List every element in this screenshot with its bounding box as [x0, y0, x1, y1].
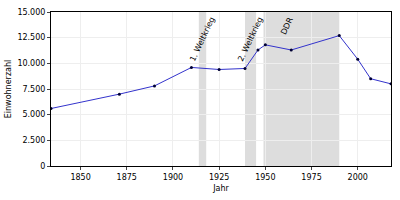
- svg-text:1. Weltkrieg: 1. Weltkrieg: [188, 16, 216, 63]
- svg-text:10.000: 10.000: [17, 59, 45, 68]
- svg-text:DDR: DDR: [279, 16, 295, 36]
- svg-text:2.500: 2.500: [22, 136, 45, 145]
- svg-text:2000: 2000: [348, 173, 368, 182]
- svg-text:1875: 1875: [117, 173, 137, 182]
- svg-text:1900: 1900: [163, 173, 183, 182]
- svg-text:12.500: 12.500: [17, 33, 45, 42]
- svg-text:7.500: 7.500: [22, 85, 45, 94]
- svg-text:1925: 1925: [209, 173, 229, 182]
- svg-text:Jahr: Jahr: [212, 184, 229, 193]
- svg-text:15.000: 15.000: [17, 8, 45, 17]
- svg-text:Einwohnerzahl: Einwohnerzahl: [4, 60, 13, 119]
- svg-text:1950: 1950: [255, 173, 275, 182]
- svg-text:2. Weltkrieg: 2. Weltkrieg: [236, 16, 264, 63]
- svg-text:5.000: 5.000: [22, 110, 45, 119]
- svg-text:1850: 1850: [70, 173, 90, 182]
- svg-text:0: 0: [40, 162, 45, 171]
- svg-text:1975: 1975: [301, 173, 321, 182]
